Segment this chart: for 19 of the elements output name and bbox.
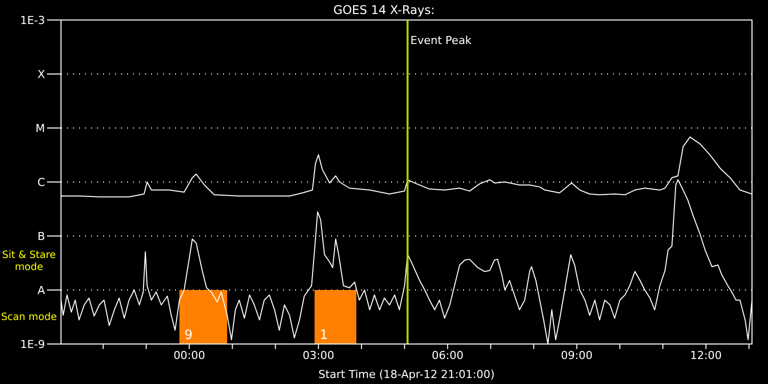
text: Sit & Stare mode [1, 250, 57, 274]
y-tick-label: M [36, 122, 45, 135]
band-label: 1 [320, 328, 328, 343]
y-tick-label: B [37, 230, 45, 243]
ref-line-label: Event Peak [410, 34, 472, 47]
x-tick-label: 06:00 [432, 348, 464, 362]
x-tick-label: 00:00 [173, 348, 206, 362]
text: Scan mode [0, 312, 58, 324]
y-tick-label: A [37, 284, 46, 297]
x-tick-label: 12:00 [690, 348, 722, 362]
chart-title: GOES 14 X-Rays: [333, 3, 435, 17]
x-tick-label: 09:00 [560, 348, 593, 362]
x-tick-label: 03:00 [302, 348, 334, 362]
band-label: 9 [184, 328, 193, 343]
y-tick-label: C [37, 176, 46, 189]
y-tick-label: 1E-9 [20, 338, 45, 351]
y-tick-label: 1E-3 [20, 14, 45, 27]
y-tick-label: X [37, 68, 46, 81]
x-axis-title: Start Time (18-Apr-12 21:01:00) [318, 368, 495, 381]
